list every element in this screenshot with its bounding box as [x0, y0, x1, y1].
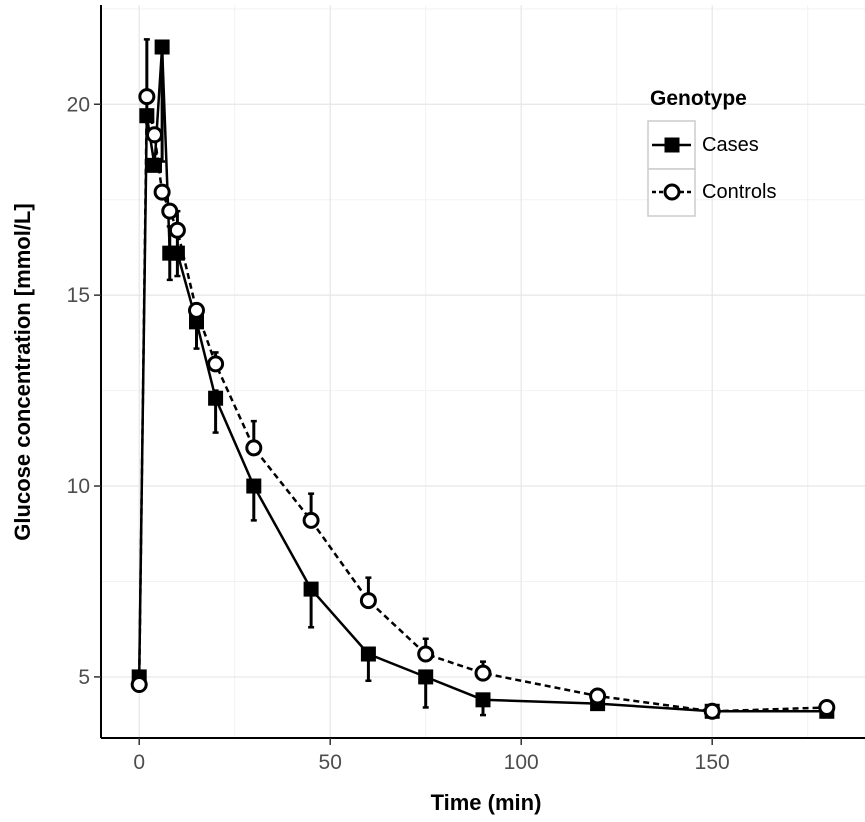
x-tick-label: 150 — [695, 751, 730, 774]
data-point — [474, 664, 492, 682]
data-point — [589, 687, 607, 705]
legend: Genotype Cases Controls — [647, 87, 776, 217]
series-line — [137, 95, 827, 713]
data-point — [189, 314, 204, 330]
data-point — [703, 702, 721, 720]
data-point — [161, 202, 179, 220]
data-point — [153, 183, 171, 201]
ticks: 0 50 100 150 5 10 15 20 — [67, 93, 730, 774]
data-point — [168, 221, 186, 239]
data-point — [302, 511, 320, 529]
data-point — [475, 692, 491, 708]
series — [130, 38, 836, 720]
legend-marker-controls — [663, 183, 681, 201]
y-axis-title: Glucose concentration [mmol/L] — [10, 203, 35, 540]
x-tick-label: 50 — [319, 751, 342, 774]
x-tick-label: 100 — [504, 751, 539, 774]
data-point — [138, 88, 156, 106]
legend-marker-cases — [664, 137, 680, 153]
series-line — [137, 45, 827, 713]
data-point — [417, 645, 435, 663]
legend-label-cases: Cases — [702, 134, 759, 156]
y-tick-label: 15 — [67, 284, 90, 307]
legend-label-controls: Controls — [702, 181, 776, 203]
axes — [100, 5, 865, 739]
x-tick-label: 0 — [133, 751, 145, 774]
data-point — [360, 646, 376, 662]
data-point — [188, 301, 205, 319]
legend-title: Genotype — [650, 87, 747, 110]
y-tick-label: 10 — [67, 475, 90, 498]
data-point — [818, 698, 836, 716]
y-tick-label: 20 — [67, 93, 90, 116]
data-point — [208, 390, 224, 406]
y-tick-label: 5 — [78, 666, 90, 689]
series-controls — [130, 88, 836, 720]
data-point — [145, 126, 163, 144]
data-point — [245, 439, 263, 457]
data-point — [130, 676, 148, 694]
data-point — [303, 581, 319, 597]
data-point — [246, 478, 262, 494]
x-axis-title: Time (min) — [431, 790, 542, 815]
data-point — [418, 669, 434, 685]
data-point — [359, 592, 377, 610]
data-point — [207, 355, 225, 373]
data-point — [154, 39, 170, 55]
